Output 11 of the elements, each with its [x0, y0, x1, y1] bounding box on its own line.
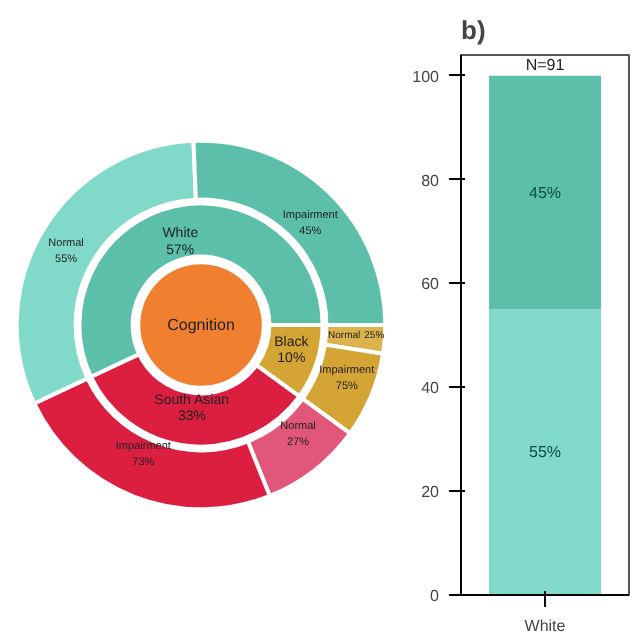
y-tick-label: 80	[421, 171, 441, 190]
y-tick-label: 60	[421, 275, 441, 294]
text: Cognition	[167, 316, 235, 334]
y-tick-label: 20	[421, 483, 441, 502]
data-label: 45%	[528, 183, 562, 202]
data-label: 55%	[528, 443, 562, 462]
y-tick-label: 40	[421, 379, 441, 398]
chart-title: b)	[461, 15, 486, 45]
annotation: N=91	[525, 55, 566, 74]
y-tick-label: 0	[430, 587, 441, 605]
y-tick-label: 100	[412, 67, 441, 86]
